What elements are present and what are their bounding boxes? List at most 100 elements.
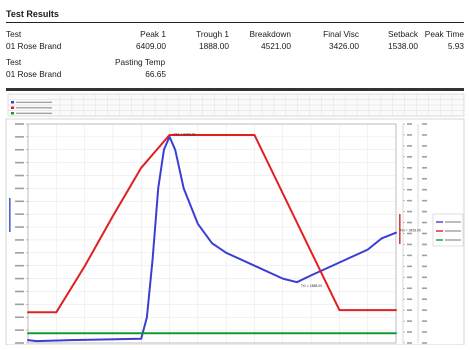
temperature-tick-label [407, 232, 412, 235]
col-test-label-2: Test [6, 57, 22, 67]
viscosity-tick-label [15, 123, 24, 125]
speed-tick-label [422, 188, 427, 191]
results-header-row-2: Test Pasting Temp [6, 57, 464, 69]
legend-entry-label [445, 239, 461, 241]
viscosity-tick-label [15, 200, 24, 203]
col-trough1-label: Trough 1 [196, 29, 229, 39]
viscosity-tick-label [15, 239, 24, 241]
temperature-tick-label [407, 167, 412, 169]
speed-tick-label [422, 265, 427, 268]
speed-tick-label [422, 167, 427, 169]
speed-tick-label [422, 232, 427, 235]
viscosity-tick-label [15, 316, 24, 319]
speed-tick-label [422, 276, 427, 279]
speed-tick-label [422, 199, 427, 202]
data-grid-row-label [16, 101, 52, 103]
viscosity-tick-label [15, 303, 24, 306]
pastingtemp-value: 66.65 [145, 69, 166, 79]
finalvisc-value: 3426.00 [329, 41, 359, 51]
speed-tick-label [422, 342, 427, 344]
viscosity-line [27, 135, 397, 343]
speed-tick-label [422, 309, 427, 311]
col-pastingtemp-label: Pasting Temp [115, 57, 166, 67]
sample-name: 01 Rose Brand [6, 41, 62, 51]
legend-entry-label [445, 230, 461, 232]
data-grid-swatch [11, 112, 14, 115]
results-title: Test Results [6, 9, 59, 19]
viscosity-tick-label [15, 136, 24, 138]
peaktime-value: 5.93 [447, 41, 464, 51]
viscosity-tick-label [15, 226, 24, 228]
temperature-line [27, 134, 397, 314]
speed-tick-label [422, 210, 427, 213]
speed-tick-label [422, 134, 427, 136]
annotation-label: Tr1 = 1888.00 [301, 284, 322, 288]
breakdown-value: 4521.00 [261, 41, 291, 51]
speed-tick-label [422, 331, 427, 333]
temperature-tick-label [407, 254, 412, 257]
temperature-tick-label [407, 287, 412, 290]
data-grid-swatch [11, 106, 14, 109]
viscosity-tick-label [15, 290, 24, 293]
temperature-tick-label [407, 199, 412, 202]
speed-tick-label [422, 177, 427, 180]
data-grid-swatch [11, 101, 14, 104]
temperature-tick-label [407, 134, 412, 136]
temperature-tick-label [407, 188, 412, 191]
temperature-tick-label [407, 331, 412, 333]
speed-tick-label [422, 156, 427, 158]
col-setback-label: Setback [388, 29, 418, 39]
data-grid-row-label [16, 112, 52, 114]
speed-tick-label [422, 298, 427, 300]
temperature-tick-label [407, 265, 412, 268]
speed-tick-label [422, 287, 427, 290]
col-breakdown-label: Breakdown [249, 29, 291, 39]
viscosity-tick-label [15, 277, 24, 280]
viscosity-tick-label [15, 174, 24, 177]
temperature-tick-label [407, 123, 412, 125]
temperature-tick-label [407, 177, 412, 180]
trough1-value: 1888.00 [199, 41, 229, 51]
section-divider [6, 88, 464, 91]
temperature-tick-label [407, 210, 412, 213]
data-grid-row-label [16, 107, 52, 109]
legend-box [432, 213, 464, 247]
col-peak1-label: Peak 1 [140, 29, 166, 39]
viscosity-tick-label [15, 264, 24, 267]
viscosity-tick-label [15, 342, 24, 344]
speed-tick-label [422, 221, 427, 224]
viscosity-tick-label [15, 252, 24, 254]
legend-entry-label [445, 221, 461, 223]
speed-tick-label [422, 123, 427, 125]
col-finalvisc-label: Final Visc [323, 29, 359, 39]
temperature-tick-label [407, 156, 412, 158]
viscosity-tick-label [15, 213, 24, 215]
temperature-tick-label [407, 298, 412, 300]
temperature-tick-label [407, 342, 412, 344]
peak1-value: 6409.00 [136, 41, 166, 51]
viscosity-tick-label [15, 148, 24, 151]
results-value-row: 01 Rose Brand 6409.00 1888.00 4521.00 34… [6, 41, 464, 53]
sample-name-2: 01 Rose Brand [6, 69, 62, 79]
viscosity-tick-label [15, 329, 24, 331]
temperature-tick-label [407, 309, 412, 311]
speed-tick-label [422, 145, 427, 147]
temperature-tick-label [407, 320, 412, 322]
temperature-tick-label [407, 243, 412, 246]
speed-tick-label [422, 320, 427, 322]
temperature-tick-label [407, 145, 412, 147]
speed-tick-label [422, 254, 427, 257]
temperature-tick-label [407, 276, 412, 279]
viscosity-tick-label [15, 161, 24, 164]
col-test-label: Test [6, 29, 22, 39]
col-peaktime-label: Peak Time [424, 29, 464, 39]
viscosity-tick-label [15, 187, 24, 190]
speed-tick-label [422, 243, 427, 246]
temperature-tick-label [407, 221, 412, 224]
viscosity-axis-label [9, 198, 11, 232]
annotation-label: Pk1 = 6409.00 [174, 133, 196, 137]
temperature-axis-label [399, 214, 401, 244]
setback-value: 1538.00 [388, 41, 418, 51]
